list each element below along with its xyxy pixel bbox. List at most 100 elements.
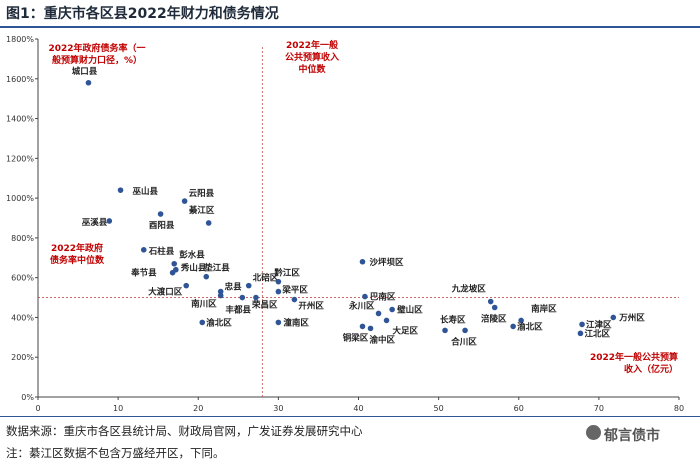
point-label: 忠县: [225, 282, 243, 293]
data-point: [169, 269, 176, 276]
data-point: [487, 298, 494, 305]
data-point: [181, 198, 188, 204]
footnote-source: 数据来源：重庆市各区县统计局、财政局官网，广发证券发展研究中心: [6, 424, 363, 438]
point-label: 潼南区: [283, 317, 309, 328]
x-tick-label: 40: [353, 404, 363, 413]
data-point: [245, 282, 252, 289]
data-point: [205, 220, 212, 226]
data-point: [217, 292, 224, 299]
point-label: 合川区: [450, 336, 477, 347]
wechat-icon: [586, 425, 601, 440]
data-point: [518, 317, 524, 324]
data-point: [491, 304, 498, 311]
point-label: 璧山区: [397, 304, 423, 315]
point-label: 綦江区: [188, 205, 215, 216]
data-point: [171, 260, 178, 267]
y-tick-label: 1600%: [6, 75, 34, 84]
data-point: [183, 282, 190, 289]
data-point: [275, 319, 282, 326]
point-label: 长寿区: [440, 314, 466, 325]
x-tick-label: 10: [113, 404, 123, 413]
point-label: 大渡口区: [148, 287, 183, 298]
point-label: 铜梁区: [343, 332, 369, 343]
point-label: 巫溪县: [82, 217, 108, 228]
data-point: [610, 314, 617, 321]
data-point: [140, 247, 147, 253]
point-label: 酉阳县: [149, 221, 175, 231]
x-tick-label: 0: [35, 404, 40, 413]
point-label: 荣昌区: [251, 300, 278, 311]
x-tick-label: 60: [514, 404, 524, 413]
figure-title: 图1：重庆市各区县2022年财力和债务情况: [6, 6, 279, 22]
point-label: 江津区: [586, 319, 612, 330]
data-point: [239, 294, 246, 301]
data-point: [359, 323, 366, 330]
y-tick-label: 1800%: [6, 35, 34, 44]
point-label: 大足区: [393, 325, 419, 336]
point-label: 永川区: [348, 300, 375, 311]
data-point: [362, 293, 368, 300]
point-label: 渝北区: [517, 321, 543, 332]
point-label: 黔江区: [273, 268, 300, 279]
point-label: 云阳县: [189, 189, 215, 199]
y-tick-label: 600%: [11, 274, 34, 283]
data-point: [359, 258, 366, 265]
x-axis-title: 2022年一般公共预算收入（亿元）: [590, 351, 678, 375]
data-point: [389, 306, 395, 313]
point-label: 巫山县: [133, 186, 159, 197]
footer-divider: [0, 416, 700, 417]
data-point: [253, 294, 259, 301]
point-label: 江北区: [584, 328, 610, 339]
y-tick-label: 1000%: [6, 194, 34, 203]
point-label: 梁平区: [281, 285, 308, 296]
point-label: 九龙坡区: [451, 284, 487, 295]
point-label: 渝中区: [370, 334, 396, 345]
point-label: 城口县: [72, 66, 98, 77]
point-label: 万州区: [618, 313, 645, 323]
point-label: 秀山县: [180, 263, 207, 274]
y-tick-label: 1400%: [6, 115, 34, 124]
point-label: 巴南区: [370, 292, 396, 303]
data-point: [383, 317, 390, 324]
x-tick-label: 70: [594, 404, 604, 413]
data-point: [577, 330, 584, 337]
data-point: [367, 325, 374, 332]
data-point: [199, 319, 206, 326]
title-divider: [0, 26, 700, 28]
data-point: [275, 288, 282, 295]
point-label: 开州区: [298, 302, 324, 312]
x-tick-label: 50: [434, 404, 444, 413]
point-label: 奉节县: [130, 268, 157, 279]
x-tick-label: 80: [674, 404, 684, 413]
median-x-label: 2022年一般公共预算收入中位数: [285, 39, 339, 75]
data-point: [375, 310, 382, 317]
data-point: [275, 278, 282, 285]
data-point: [85, 79, 92, 86]
data-point: [291, 296, 298, 303]
point-label: 南川区: [191, 299, 217, 310]
y-tick-label: 400%: [11, 313, 34, 322]
data-point: [106, 218, 113, 224]
y-tick-label: 1200%: [6, 154, 34, 163]
y-axis-title: 2022年政府债务率（一般预算财力口径，%）: [48, 42, 145, 66]
footnote-note: 注：綦江区数据不包含万盛经开区，下同。: [6, 446, 225, 460]
y-tick-label: 800%: [11, 234, 34, 243]
point-label: 石柱县: [148, 246, 175, 257]
point-label: 北碚区: [253, 273, 279, 284]
y-tick-label: 200%: [11, 353, 34, 362]
point-label: 丰都县: [226, 305, 252, 316]
data-point: [117, 187, 124, 193]
point-label: 南岸区: [531, 303, 557, 314]
y-tick-label: 0%: [21, 393, 34, 402]
median-y-label: 2022年政府债务率中位数: [50, 242, 105, 266]
scatter-chart: 0% 200% 400% 600% 800% 1000% 1200% 1400% 1600% 18…: [6, 35, 684, 413]
point-label: 涪陵区: [481, 314, 507, 325]
data-point: [510, 323, 516, 330]
data-point: [217, 288, 224, 295]
point-label: 沙坪坝区: [370, 257, 405, 268]
watermark: 郁言债市: [604, 428, 660, 444]
data-point: [579, 321, 585, 328]
x-tick-label: 30: [273, 404, 283, 413]
data-point: [442, 327, 448, 334]
x-tick-label: 20: [193, 404, 203, 413]
